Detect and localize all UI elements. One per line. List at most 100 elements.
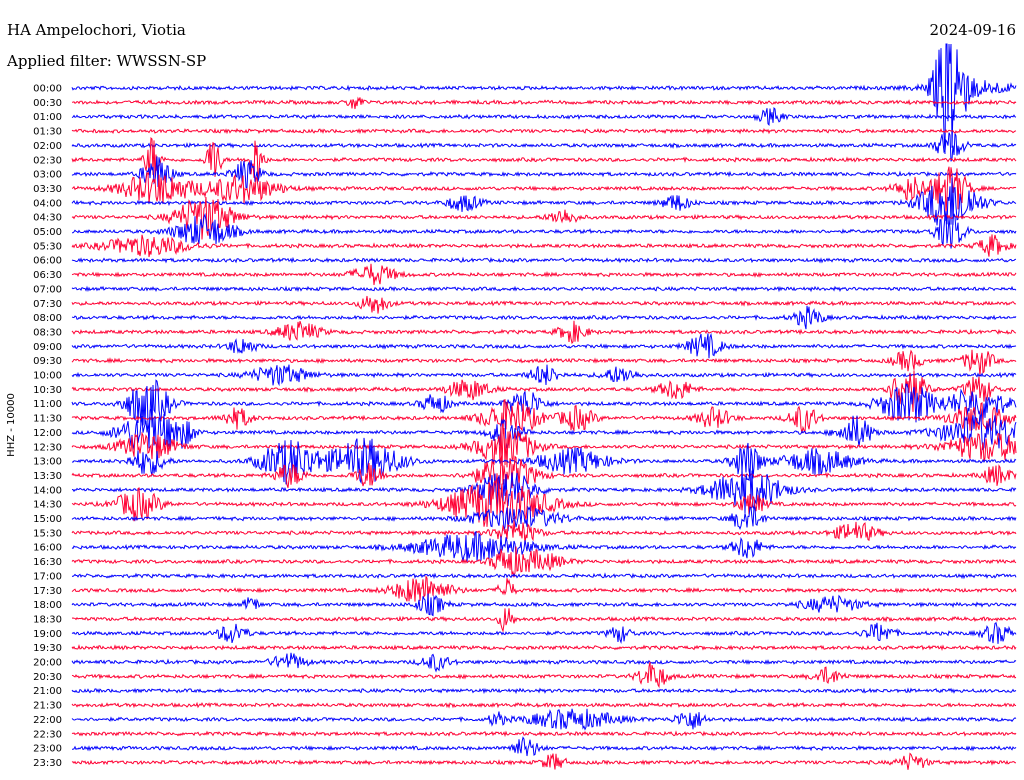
trace-0930 xyxy=(71,349,1017,377)
row-label: 00:30 xyxy=(33,98,62,109)
trace-1900 xyxy=(71,622,1017,644)
trace-0130 xyxy=(71,127,1017,135)
trace-2130 xyxy=(71,701,1017,709)
row-label: 11:00 xyxy=(33,399,62,410)
row-label: 09:00 xyxy=(33,342,62,353)
trace-0600 xyxy=(71,256,1017,264)
row-label: 03:30 xyxy=(33,184,62,195)
row-label: 11:30 xyxy=(33,414,62,425)
trace-0500 xyxy=(72,212,1017,249)
trace-1730 xyxy=(71,575,1017,602)
trace-2000 xyxy=(71,652,1017,673)
row-label: 01:30 xyxy=(33,127,62,138)
row-label: 12:30 xyxy=(33,442,62,453)
trace-0230 xyxy=(71,137,1017,181)
row-label: 06:00 xyxy=(33,256,62,267)
row-label: 14:30 xyxy=(33,500,62,511)
row-label: 13:30 xyxy=(33,471,62,482)
row-label: 01:00 xyxy=(33,112,62,123)
trace-0000 xyxy=(71,43,1017,155)
trace-0630 xyxy=(71,263,1017,286)
row-label: 06:30 xyxy=(33,270,62,281)
row-label: 15:00 xyxy=(33,514,62,525)
trace-1100 xyxy=(71,379,1017,429)
station-title: HA Ampelochori, Viotia xyxy=(7,21,186,39)
row-label: 16:30 xyxy=(33,557,62,568)
row-label: 20:00 xyxy=(33,658,62,669)
row-label: 12:00 xyxy=(33,428,62,439)
row-label: 05:00 xyxy=(33,227,62,238)
row-label: 21:30 xyxy=(33,701,62,712)
trace-1000 xyxy=(71,364,1017,387)
trace-1130 xyxy=(71,398,1017,436)
row-label: 23:00 xyxy=(33,744,62,755)
row-label: 19:30 xyxy=(33,643,62,654)
row-label: 17:30 xyxy=(33,586,62,597)
row-label: 07:30 xyxy=(33,299,62,310)
row-label: 13:00 xyxy=(33,457,62,468)
row-label: 17:00 xyxy=(33,571,62,582)
row-label: 15:30 xyxy=(33,528,62,539)
row-label: 03:00 xyxy=(33,170,62,181)
row-label: 04:30 xyxy=(33,213,62,224)
row-label: 22:30 xyxy=(33,729,62,740)
trace-0100 xyxy=(71,107,1017,126)
row-label: 05:30 xyxy=(33,241,62,252)
trace-1330 xyxy=(71,454,1017,492)
traces xyxy=(71,43,1017,770)
trace-2330 xyxy=(71,752,1016,770)
row-label: 10:30 xyxy=(33,385,62,396)
trace-1600 xyxy=(71,530,1017,563)
trace-0700 xyxy=(71,285,1017,293)
trace-0800 xyxy=(71,305,1017,330)
trace-1500 xyxy=(71,505,1017,532)
trace-1830 xyxy=(71,608,1017,633)
row-label: 10:00 xyxy=(33,371,62,382)
trace-1430 xyxy=(71,479,1017,527)
trace-0330 xyxy=(71,166,1017,215)
row-label: 00:00 xyxy=(33,84,62,95)
trace-0030 xyxy=(71,96,1017,110)
trace-1700 xyxy=(71,572,1017,580)
row-label: 21:00 xyxy=(33,686,62,697)
trace-0200 xyxy=(71,132,1017,162)
trace-2300 xyxy=(72,736,1017,757)
trace-2100 xyxy=(71,687,1017,695)
row-label: 09:30 xyxy=(33,356,62,367)
row-label: 04:00 xyxy=(33,198,62,209)
row-label: 16:00 xyxy=(33,543,62,554)
row-label: 20:30 xyxy=(33,672,62,683)
row-label: 22:00 xyxy=(33,715,62,726)
trace-0400 xyxy=(71,177,1017,226)
trace-1530 xyxy=(71,520,1017,544)
trace-0530 xyxy=(71,234,1017,258)
trace-2230 xyxy=(71,730,1017,738)
trace-2200 xyxy=(71,708,1017,731)
trace-1030 xyxy=(71,370,1017,412)
row-label: 19:00 xyxy=(33,629,62,640)
row-label: 02:00 xyxy=(33,141,62,152)
trace-0300 xyxy=(71,156,1017,190)
trace-1800 xyxy=(71,593,1017,617)
trace-0900 xyxy=(71,332,1017,359)
trace-0830 xyxy=(71,320,1017,345)
date-label: 2024-09-16 xyxy=(930,21,1016,39)
trace-2030 xyxy=(71,661,1017,689)
trace-0730 xyxy=(71,295,1017,314)
y-axis-label: HHZ - 10000 xyxy=(6,393,17,457)
trace-1200 xyxy=(71,408,1017,452)
row-label: 14:00 xyxy=(33,485,62,496)
row-labels: 00:00 00:30 01:00 01:30 02:00 02:30 03:00 03:30… xyxy=(33,84,62,769)
row-label: 07:00 xyxy=(33,284,62,295)
row-label: 23:30 xyxy=(33,758,62,769)
trace-1300 xyxy=(71,437,1017,485)
row-label: 18:00 xyxy=(33,600,62,611)
row-label: 08:30 xyxy=(33,327,62,338)
row-label: 18:30 xyxy=(33,614,62,625)
row-label: 02:30 xyxy=(33,155,62,166)
trace-1930 xyxy=(71,644,1017,651)
trace-1230 xyxy=(71,426,1017,468)
filter-subtitle: Applied filter: WWSSN-SP xyxy=(6,52,206,70)
row-label: 08:00 xyxy=(33,313,62,324)
